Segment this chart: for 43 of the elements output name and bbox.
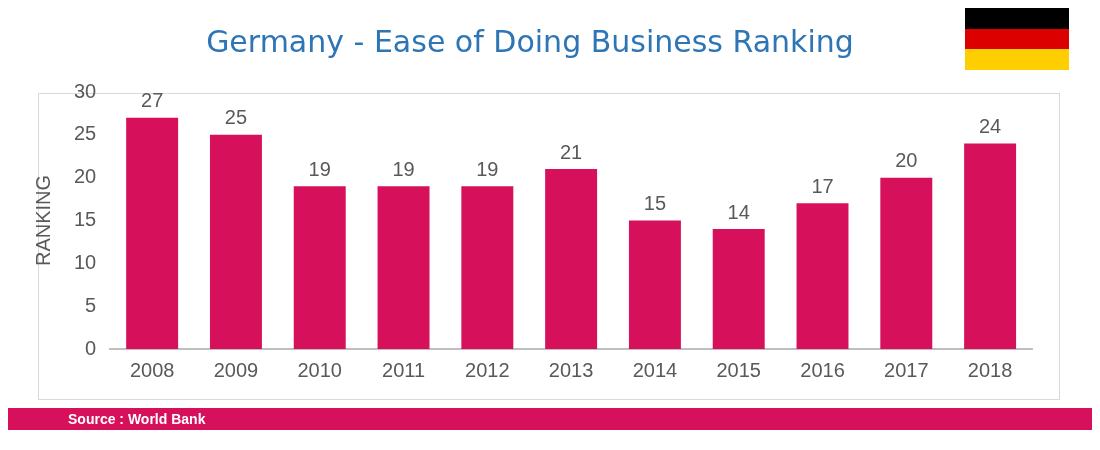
bar	[377, 186, 430, 349]
bar	[545, 169, 598, 349]
y-tick-label: 20	[74, 165, 97, 188]
data-label: 25	[224, 106, 248, 129]
x-tick-label: 2009	[213, 358, 259, 381]
data-label: 20	[895, 149, 918, 172]
bar	[293, 186, 346, 349]
bar	[209, 134, 262, 349]
data-label: 19	[476, 157, 499, 180]
x-tick-label: 2017	[884, 358, 929, 381]
y-axis-title: RANKING	[31, 174, 54, 267]
bar	[628, 220, 681, 349]
data-label: 15	[643, 192, 667, 215]
bar	[126, 117, 179, 349]
y-tick-label: 10	[74, 250, 97, 273]
source-note: Source : World Bank	[68, 411, 206, 427]
x-tick-label: 2018	[967, 358, 1013, 381]
bar	[796, 203, 849, 349]
data-label: 14	[727, 200, 750, 223]
x-tick-label: 2010	[297, 358, 342, 381]
y-tick-label: 25	[74, 122, 97, 145]
x-tick-label: 2011	[382, 358, 426, 381]
data-label: 24	[978, 114, 1002, 137]
x-tick-label: 2008	[129, 358, 175, 381]
x-tick-label: 2012	[465, 358, 510, 381]
x-tick-label: 2016	[800, 358, 845, 381]
y-tick-label: 0	[85, 336, 97, 359]
data-label: 19	[392, 157, 415, 180]
x-tick-label: 2013	[548, 358, 594, 381]
data-label: 19	[308, 157, 331, 180]
data-label: 17	[811, 174, 834, 197]
chart-title: Germany - Ease of Doing Business Ranking	[206, 23, 854, 59]
data-label: 21	[560, 140, 583, 163]
bar	[712, 229, 765, 349]
y-tick-label: 15	[74, 208, 97, 231]
x-tick-label: 2014	[632, 358, 678, 381]
y-tick-label: 30	[74, 79, 97, 102]
bar	[880, 177, 933, 349]
data-label: 27	[141, 89, 164, 112]
x-tick-label: 2015	[716, 358, 761, 381]
y-tick-label: 5	[85, 293, 97, 316]
bar	[461, 186, 514, 349]
bar	[964, 143, 1017, 349]
